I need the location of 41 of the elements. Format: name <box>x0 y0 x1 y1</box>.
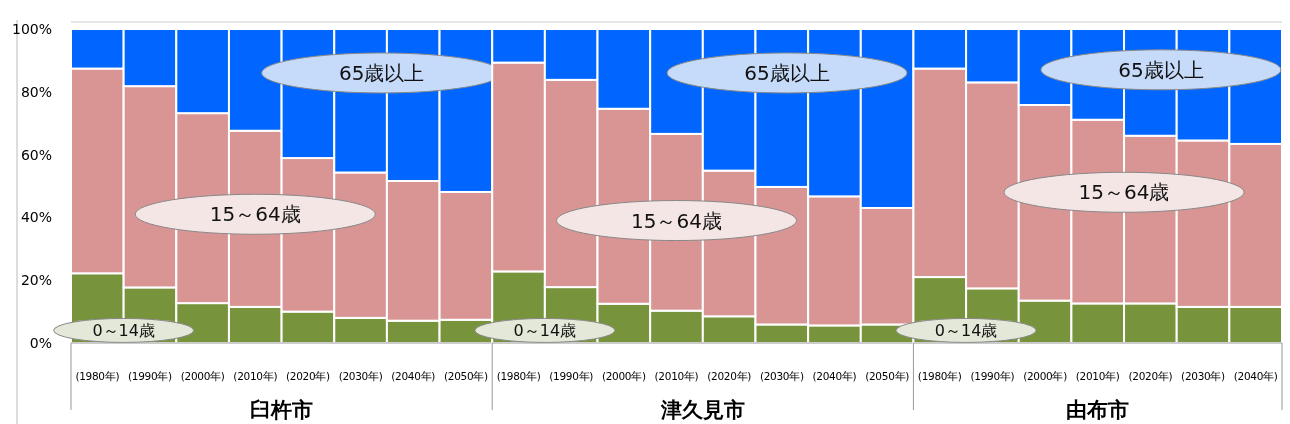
x-tick-label: (2000年) <box>601 370 646 382</box>
x-tick-label: (1990年) <box>128 370 173 382</box>
x-tick-label: (2010年) <box>1075 370 1120 382</box>
x-tick-label: (2010年) <box>654 370 699 382</box>
x-tick-label: (2030年) <box>759 370 804 382</box>
series-label: 15～64歳 <box>1078 180 1170 205</box>
x-tick-label: (2030年) <box>338 370 383 382</box>
x-tick-label: (2020年) <box>1128 370 1173 382</box>
x-axis-title: 臼杵市 <box>250 398 314 422</box>
y-tick-label: 40% <box>20 209 52 226</box>
y-tick-label: 20% <box>20 272 52 289</box>
series-label: 0～14歳 <box>934 321 998 341</box>
x-tick-label: (2040年) <box>1233 370 1278 382</box>
x-axis-title: 津久見市 <box>659 398 745 422</box>
series-label: 15～64歳 <box>631 208 722 233</box>
x-axis-title: 由布市 <box>1066 398 1130 422</box>
series-label: 15～64歳 <box>209 202 301 227</box>
y-tick-label: 100% <box>11 21 52 37</box>
y-tick-label: 0% <box>29 335 52 351</box>
y-tick-label: 60% <box>20 146 52 163</box>
x-tick-label: (2000年) <box>1023 370 1068 382</box>
y-tick-label: 80% <box>20 83 52 100</box>
x-tick-label: (2010年) <box>233 370 278 382</box>
x-tick-label: (2020年) <box>286 370 331 382</box>
x-tick-label: (1990年) <box>970 370 1015 382</box>
x-tick-label: (1980年) <box>917 370 962 382</box>
x-tick-label: (2040年) <box>812 370 857 382</box>
series-label: 0～14歳 <box>513 321 577 341</box>
x-tick-label: (1990年) <box>549 370 594 382</box>
x-tick-label: (2020年) <box>707 370 752 382</box>
series-label: 65歳以上 <box>1118 57 1204 82</box>
x-tick-label: (2050年) <box>443 370 488 382</box>
series-label: 65歳以上 <box>338 60 425 85</box>
series-label: 0～14歳 <box>92 321 155 341</box>
series-label: 65歳以上 <box>744 60 830 85</box>
x-tick-label: (1980年) <box>496 370 541 382</box>
x-tick-label: (2050年) <box>865 370 910 382</box>
x-tick-label: (2040年) <box>391 370 436 382</box>
x-tick-label: (2030年) <box>1181 370 1226 382</box>
x-tick-label: (1980年) <box>75 370 120 382</box>
x-tick-label: (2000年) <box>180 370 225 382</box>
